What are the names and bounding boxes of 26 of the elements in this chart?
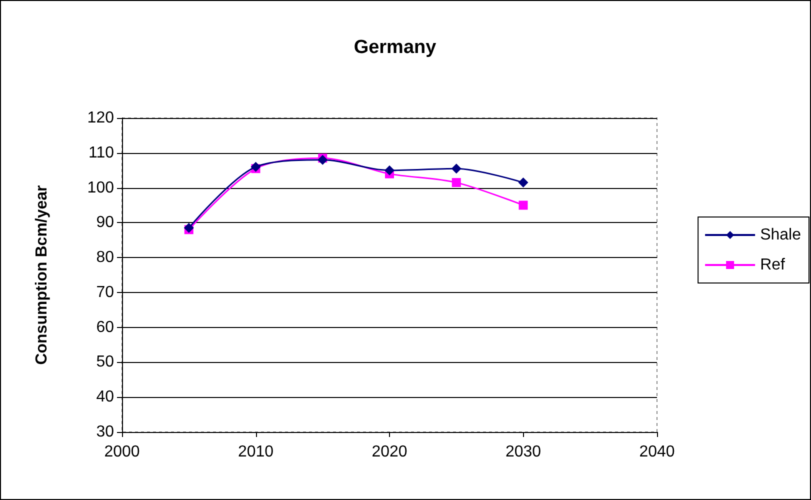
y-tick-label: 80 (96, 249, 114, 266)
y-axis-title: Consumption Bcm/year (34, 185, 50, 365)
chart-title: Germany (354, 37, 437, 58)
point (518, 200, 528, 210)
y-tick-label: 90 (96, 214, 114, 232)
legend-label: Shale (760, 226, 802, 244)
x-tick-label: 2010 (238, 444, 274, 460)
x-tick-label: 2040 (639, 444, 675, 460)
x-tick-label: 2030 (505, 444, 542, 460)
point (451, 164, 462, 174)
y-tick-label: 50 (96, 354, 114, 371)
point (250, 162, 261, 172)
y-tick-label: 70 (96, 284, 114, 301)
y-tick-label: 120 (87, 110, 114, 126)
point (184, 222, 194, 233)
legend-label: Ref (760, 256, 786, 274)
point (384, 165, 394, 176)
point (518, 178, 528, 188)
y-tick-label: 30 (96, 424, 114, 440)
y-tick-label: 110 (88, 144, 114, 162)
x-tick-label: 2000 (104, 444, 140, 460)
y-tick-label: 100 (87, 179, 114, 196)
y-tick-label: 60 (96, 318, 114, 336)
point (452, 178, 461, 188)
x-tick-label: 2020 (372, 444, 408, 460)
y-tick-label: 40 (96, 388, 114, 406)
